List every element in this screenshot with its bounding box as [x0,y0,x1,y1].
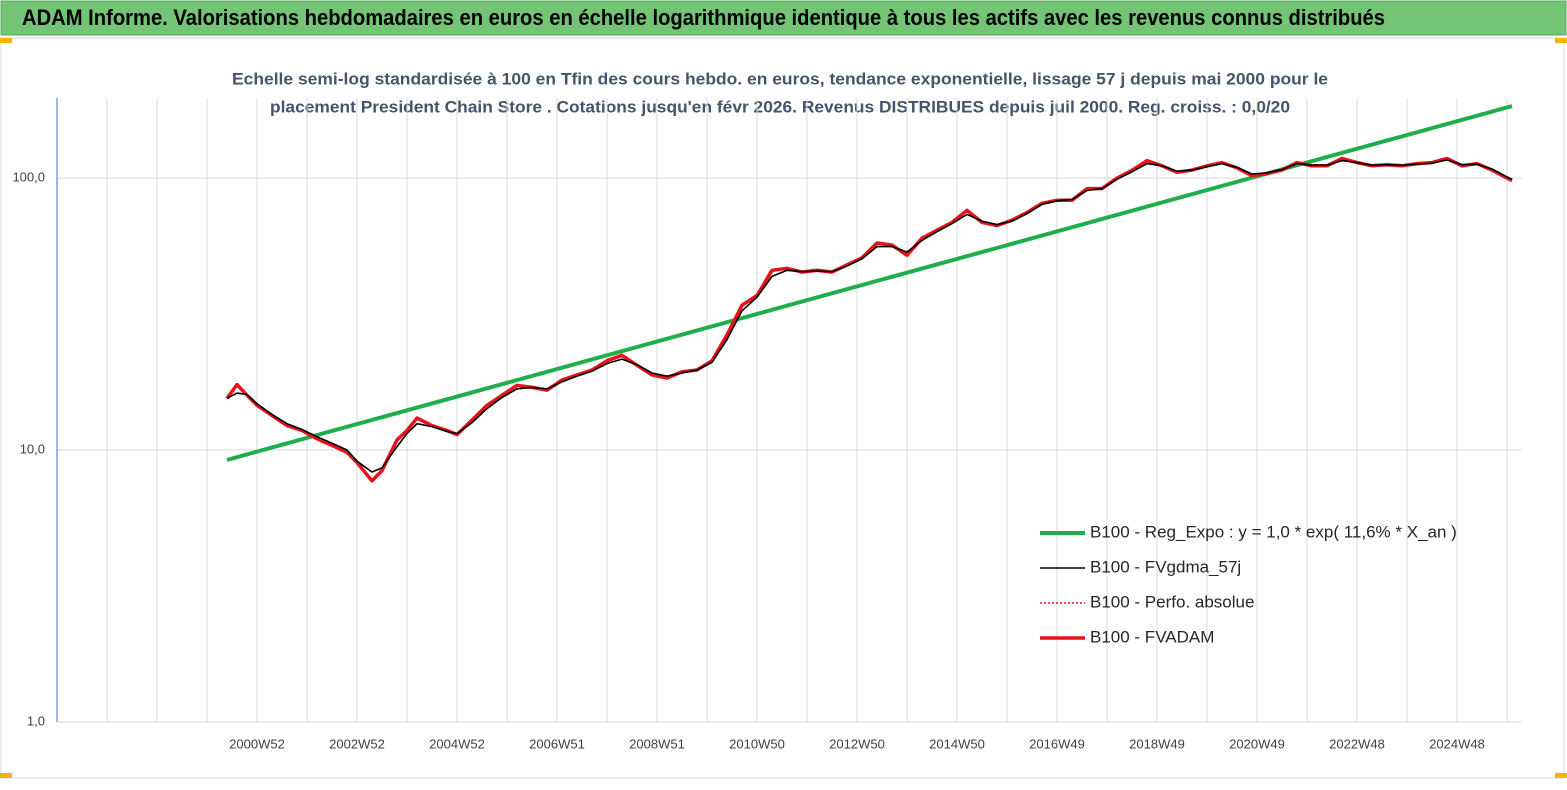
x-tick-label: 2024W48 [1429,736,1485,751]
x-tick-label: 2012W50 [829,736,885,751]
legend-label: B100 - Perfo. absolue [1090,592,1254,611]
x-tick-label: 2022W48 [1329,736,1385,751]
corner-mark [0,38,12,43]
plot-frame [0,37,1565,779]
x-tick-label: 2002W52 [329,736,385,751]
legend-label: B100 - Reg_Expo : y = 1,0 * exp( 11,6% *… [1090,522,1457,541]
corner-mark [0,773,12,778]
x-tick-label: 2020W49 [1229,736,1285,751]
y-tick-label: 10,0 [20,441,45,456]
x-tick-label: 2018W49 [1129,736,1185,751]
subtitle: placement President Chain Store . Cotati… [270,97,1290,116]
series-line [226,104,1513,462]
x-tick-label: 2016W49 [1029,736,1085,751]
x-tick-label: 2006W51 [529,736,585,751]
legend-label: B100 - FVADAM [1090,627,1214,646]
corner-mark [1555,773,1567,778]
y-tick-label: 100,0 [12,170,45,185]
corner-mark [1555,38,1567,43]
y-tick-label: 1,0 [27,713,45,728]
x-tick-label: 2010W50 [729,736,785,751]
x-tick-label: 2004W52 [429,736,485,751]
x-tick-label: 2014W50 [929,736,985,751]
title-banner [0,0,1567,36]
subtitle: Echelle semi-log standardisée à 100 en T… [232,69,1328,88]
x-tick-label: 2000W52 [229,736,285,751]
chart-title: ADAM Informe. Valorisations hebdomadaire… [22,5,1385,30]
x-tick-label: 2008W51 [629,736,685,751]
legend-label: B100 - FVgdma_57j [1090,557,1241,576]
series-line [226,159,1513,473]
